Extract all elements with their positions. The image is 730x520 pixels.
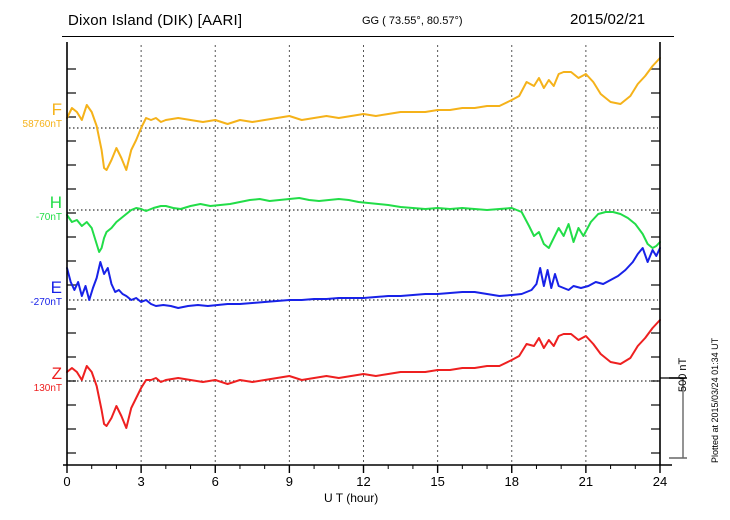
component-letter-Z: Z	[51, 364, 62, 383]
component-letter-H: H	[49, 193, 62, 212]
component-letter-E: E	[50, 278, 62, 297]
x-tick-label-24: 24	[652, 474, 668, 489]
component-letter-F: F	[51, 100, 62, 119]
x-tick-label-12: 12	[356, 474, 371, 489]
x-tick-label-15: 15	[430, 474, 445, 489]
component-label-F: F 58760nT	[0, 101, 62, 131]
component-baseline-E: -270nT	[30, 297, 62, 308]
x-tick-label-9: 9	[285, 474, 293, 489]
x-axis-title: U T (hour)	[324, 491, 379, 505]
x-tick-label-0: 0	[63, 474, 71, 489]
gridlines	[140, 45, 587, 465]
component-label-Z: Z 130nT	[0, 365, 62, 395]
geographic-coordinates: GG ( 73.55°, 80.57°)	[362, 15, 463, 27]
x-tick-label-21: 21	[578, 474, 594, 489]
x-tick-label-18: 18	[504, 474, 519, 489]
header-divider	[62, 36, 674, 37]
observation-date: 2015/02/21	[570, 11, 646, 28]
x-tick-label-6: 6	[211, 474, 219, 489]
component-label-E: E -270nT	[0, 279, 62, 309]
plot-frame	[63, 42, 672, 466]
data-traces	[66, 57, 661, 429]
component-baseline-H: -70nT	[35, 212, 62, 223]
component-label-H: H -70nT	[0, 194, 62, 224]
x-tick-label-3: 3	[137, 474, 145, 489]
page-title: Dixon Island (DIK) [AARI]	[68, 12, 243, 29]
y-axis-tick-marks	[67, 68, 660, 454]
scale-bar	[660, 377, 687, 459]
plotted-at-label: Plotted at 2015/03/24 01:34 UT	[710, 337, 720, 463]
x-axis-tick-marks	[66, 465, 661, 473]
component-baseline-F: 58760nT	[22, 119, 62, 130]
scale-bar-label: 500 nT	[677, 357, 689, 392]
component-baseline-Z: 130nT	[33, 383, 62, 394]
